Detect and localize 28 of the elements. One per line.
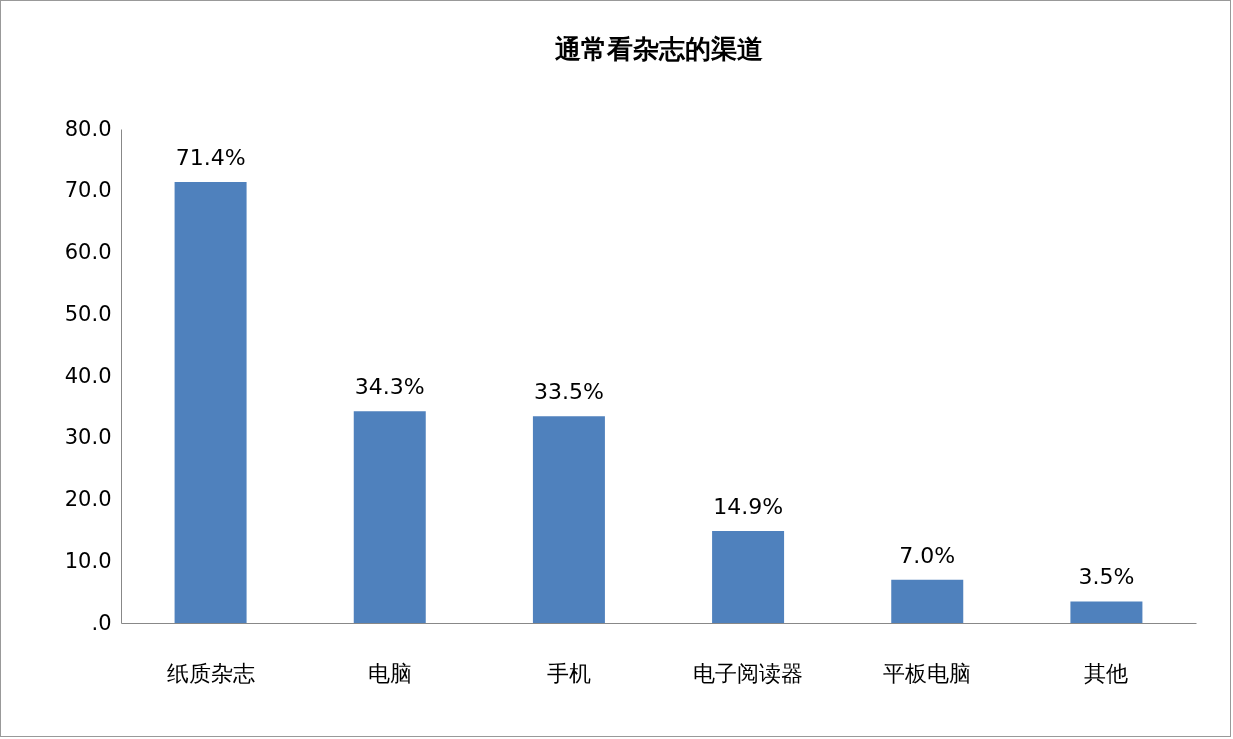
x-tick-label: 纸质杂志 [166,660,255,686]
chart-title: 通常看杂志的渠道 [554,34,763,64]
y-tick-label: .0 [91,610,112,635]
data-label: 34.3% [354,374,425,400]
bar [891,579,964,623]
x-tick-label: 平板电脑 [883,660,972,686]
x-tick-label: 电子阅读器 [693,660,804,686]
x-tick-label: 电脑 [367,660,412,686]
bar [532,416,605,623]
y-tick-label: 20.0 [64,487,112,511]
data-label: 3.5% [1078,564,1135,590]
y-tick-label: 10.0 [64,548,112,573]
bar [353,411,426,623]
data-label: 14.9% [713,493,784,519]
x-tick-label: 手机 [546,660,591,686]
y-tick-label: 40.0 [64,363,112,388]
y-tick-label: 30.0 [64,425,112,450]
data-label: 7.0% [899,542,956,568]
bar [1070,601,1143,623]
y-tick-label: 60.0 [64,240,112,264]
bar [174,182,247,623]
x-tick-label: 其他 [1084,660,1129,686]
y-tick-label: 50.0 [64,301,112,326]
bar [712,530,785,623]
y-tick-label: 70.0 [64,178,112,203]
y-tick-label: 80.0 [64,116,112,141]
data-label: 71.4% [175,145,246,171]
data-label: 33.5% [533,379,604,405]
